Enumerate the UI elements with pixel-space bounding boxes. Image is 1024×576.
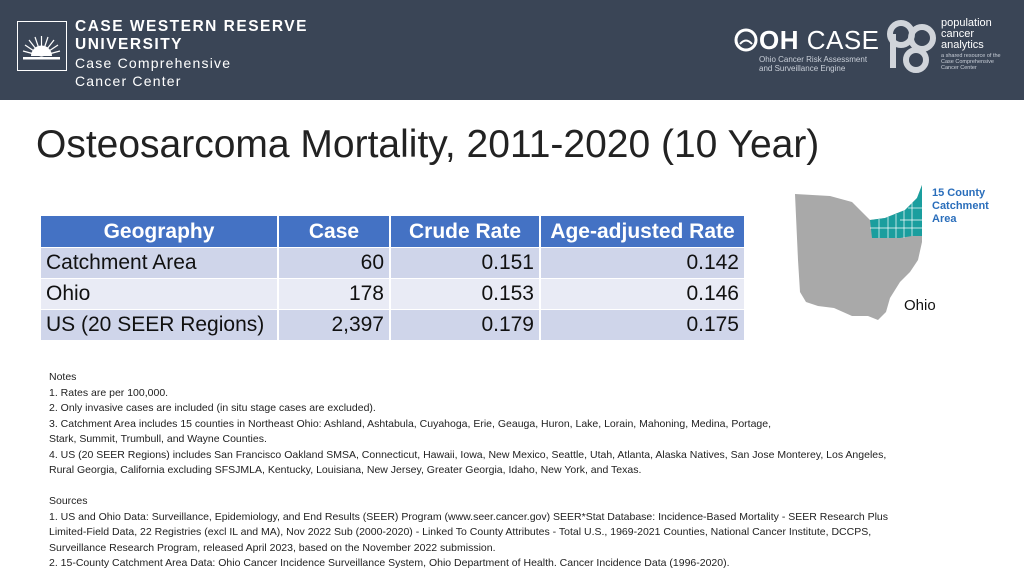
- table-row: US (20 SEER Regions) 2,397 0.179 0.175: [41, 309, 744, 340]
- header-case: Case: [279, 216, 391, 247]
- header-banner: CASE WESTERN RESERVE UNIVERSITY Case Com…: [0, 0, 1024, 100]
- notes-heading: Notes: [49, 371, 77, 383]
- cell-crude-rate: 0.153: [391, 278, 541, 309]
- notes-section: Notes 1. Rates are per 100,000. 2. Only …: [49, 370, 999, 572]
- pca-logo: population cancer analytics a shared res…: [886, 18, 1001, 81]
- cell-case: 60: [279, 247, 391, 278]
- note-2: 2. Only invasive cases are included (in …: [49, 402, 376, 414]
- note-3a: 3. Catchment Area includes 15 counties i…: [49, 417, 772, 430]
- table-row: Catchment Area 60 0.151 0.142: [41, 247, 744, 278]
- header-age-adjusted-rate: Age-adjusted Rate: [541, 216, 744, 247]
- cwru-name-line3: Case Comprehensive: [75, 55, 232, 71]
- ohcase-swirl-icon: [734, 28, 758, 52]
- source-1a: 1. US and Ohio Data: Surveillance, Epide…: [49, 510, 889, 523]
- cell-geography: US (20 SEER Regions): [41, 309, 279, 340]
- map-state-label: Ohio: [904, 297, 936, 314]
- ohio-state-shape: [795, 185, 922, 320]
- ohio-catchment-map: [795, 185, 922, 320]
- ohcase-subtitle-1: Ohio Cancer Risk Assessment: [759, 55, 868, 64]
- page-title: Osteosarcoma Mortality, 2011-2020 (10 Ye…: [36, 123, 820, 166]
- note-1: 1. Rates are per 100,000.: [49, 386, 169, 399]
- pca-line3: analytics: [941, 39, 984, 51]
- legend-line2: Catchment: [932, 200, 989, 212]
- source-1b: Limited-Field Data, 22 Registries (excl …: [49, 526, 872, 538]
- ohcase-logo: OH CASE Ohio Cancer Risk Assessment and …: [733, 26, 880, 73]
- pca-sub1: a shared resource of the: [941, 53, 1001, 59]
- header-crude-rate: Crude Rate: [391, 216, 541, 247]
- cwru-sunburst-logo: [17, 21, 67, 71]
- legend-line3: Area: [932, 213, 957, 225]
- cell-geography: Ohio: [41, 278, 279, 309]
- catchment-county-borders: [870, 202, 922, 238]
- header-geography: Geography: [41, 216, 279, 247]
- table-row: Ohio 178 0.153 0.146: [41, 278, 744, 309]
- cell-age-adjusted-rate: 0.175: [541, 309, 744, 340]
- note-4a: 4. US (20 SEER Regions) includes San Fra…: [49, 448, 887, 461]
- cell-age-adjusted-rate: 0.146: [541, 278, 744, 309]
- cell-case: 2,397: [279, 309, 391, 340]
- cwru-wordmark: CASE WESTERN RESERVE UNIVERSITY Case Com…: [75, 18, 308, 90]
- pca-mark-icon: [887, 20, 936, 73]
- cell-age-adjusted-rate: 0.142: [541, 247, 744, 278]
- note-3b: Stark, Summit, Trumbull, and Wayne Count…: [49, 433, 267, 445]
- ohcase-title-thin: CASE: [799, 25, 880, 55]
- pca-sub2: Case Comprehensive: [941, 59, 994, 65]
- legend-line1: 15 County: [932, 187, 986, 199]
- table-header-row: Geography Case Crude Rate Age-adjusted R…: [41, 216, 744, 247]
- map-legend: 15 County Catchment Area: [932, 187, 989, 226]
- pca-line1: population: [941, 17, 992, 29]
- cwru-name-line2: UNIVERSITY: [75, 36, 184, 53]
- catchment-area-shape: [870, 185, 922, 238]
- cell-crude-rate: 0.151: [391, 247, 541, 278]
- source-2: 2. 15-County Catchment Area Data: Ohio C…: [49, 557, 730, 569]
- cell-geography: Catchment Area: [41, 247, 279, 278]
- sources-heading: Sources: [49, 495, 88, 507]
- source-1c: Surveillance Research Program, released …: [49, 541, 496, 554]
- cell-case: 178: [279, 278, 391, 309]
- ohcase-title-bold: OH: [759, 25, 799, 55]
- cell-crude-rate: 0.179: [391, 309, 541, 340]
- ohcase-subtitle-2: and Surveillance Engine: [759, 64, 846, 73]
- cwru-name-line4: Cancer Center: [75, 73, 182, 89]
- section-gap: [49, 479, 999, 495]
- mortality-table: Geography Case Crude Rate Age-adjusted R…: [41, 216, 744, 340]
- sunburst-icon: [22, 36, 61, 60]
- pca-line2: cancer: [941, 28, 975, 40]
- cwru-name-line1: CASE WESTERN RESERVE: [75, 18, 308, 35]
- note-4b: Rural Georgia, California excluding SFSJ…: [49, 464, 642, 476]
- pca-sub3: Cancer Center: [941, 65, 977, 71]
